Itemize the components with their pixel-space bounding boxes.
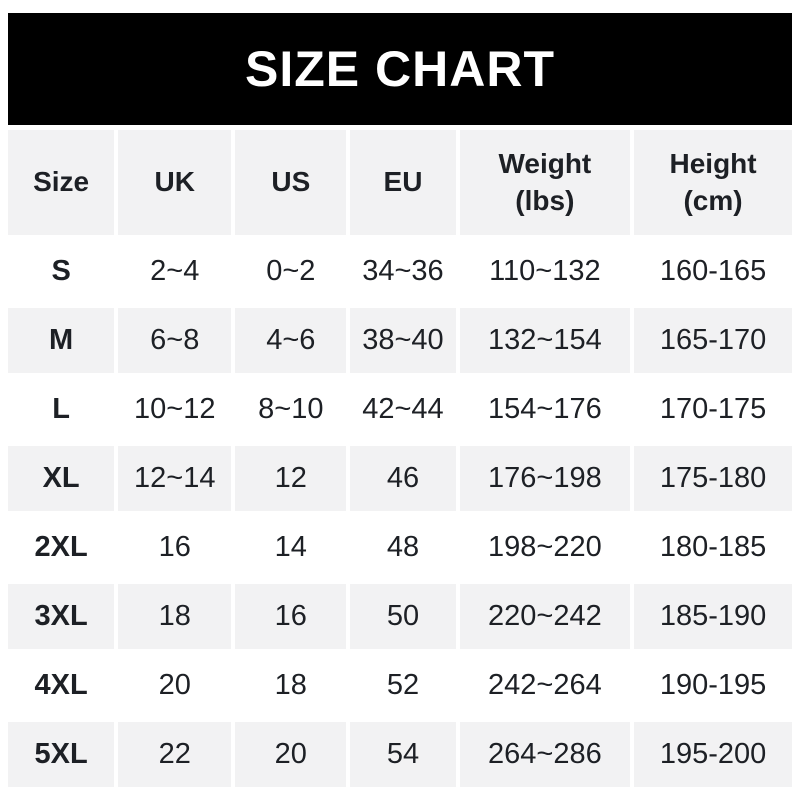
cell-height: 165-170 [634, 308, 792, 373]
cell-eu: 52 [350, 653, 456, 718]
cell-uk: 18 [118, 584, 232, 649]
cell-weight: 198~220 [459, 515, 631, 580]
cell-size: L [8, 377, 115, 442]
cell-us: 8~10 [235, 377, 347, 442]
cell-size: 4XL [8, 653, 115, 718]
cell-weight: 264~286 [459, 722, 631, 787]
cell-height: 175-180 [634, 446, 792, 511]
cell-size: 3XL [8, 584, 115, 649]
cell-weight: 110~132 [459, 239, 631, 304]
cell-eu: 34~36 [350, 239, 456, 304]
header-cell-size: Size [8, 130, 115, 235]
cell-size: S [8, 239, 115, 304]
size-chart-banner: SIZE CHART [8, 13, 792, 125]
cell-size: 5XL [8, 722, 115, 787]
cell-uk: 12~14 [118, 446, 232, 511]
cell-size: M [8, 308, 115, 373]
cell-weight: 154~176 [459, 377, 631, 442]
header-cell-us: US [235, 130, 347, 235]
cell-height: 170-175 [634, 377, 792, 442]
cell-us: 0~2 [235, 239, 347, 304]
cell-weight: 220~242 [459, 584, 631, 649]
cell-uk: 10~12 [118, 377, 232, 442]
cell-uk: 2~4 [118, 239, 232, 304]
cell-height: 190-195 [634, 653, 792, 718]
size-chart-table: Size UK US EU Weight (lbs) Height (cm) S… [8, 130, 792, 787]
cell-eu: 50 [350, 584, 456, 649]
cell-us: 18 [235, 653, 347, 718]
size-chart-title: SIZE CHART [245, 41, 555, 97]
cell-weight: 176~198 [459, 446, 631, 511]
cell-height: 160-165 [634, 239, 792, 304]
cell-eu: 46 [350, 446, 456, 511]
cell-height: 185-190 [634, 584, 792, 649]
cell-uk: 22 [118, 722, 232, 787]
cell-uk: 20 [118, 653, 232, 718]
cell-us: 14 [235, 515, 347, 580]
cell-eu: 48 [350, 515, 456, 580]
header-cell-height: Height (cm) [634, 130, 792, 235]
cell-size: XL [8, 446, 115, 511]
header-cell-weight: Weight (lbs) [459, 130, 631, 235]
cell-weight: 132~154 [459, 308, 631, 373]
cell-uk: 6~8 [118, 308, 232, 373]
cell-size: 2XL [8, 515, 115, 580]
cell-height: 195-200 [634, 722, 792, 787]
header-cell-eu: EU [350, 130, 456, 235]
cell-height: 180-185 [634, 515, 792, 580]
cell-us: 20 [235, 722, 347, 787]
cell-eu: 54 [350, 722, 456, 787]
cell-us: 12 [235, 446, 347, 511]
cell-us: 4~6 [235, 308, 347, 373]
cell-weight: 242~264 [459, 653, 631, 718]
header-cell-uk: UK [118, 130, 232, 235]
cell-uk: 16 [118, 515, 232, 580]
cell-eu: 38~40 [350, 308, 456, 373]
cell-us: 16 [235, 584, 347, 649]
cell-eu: 42~44 [350, 377, 456, 442]
